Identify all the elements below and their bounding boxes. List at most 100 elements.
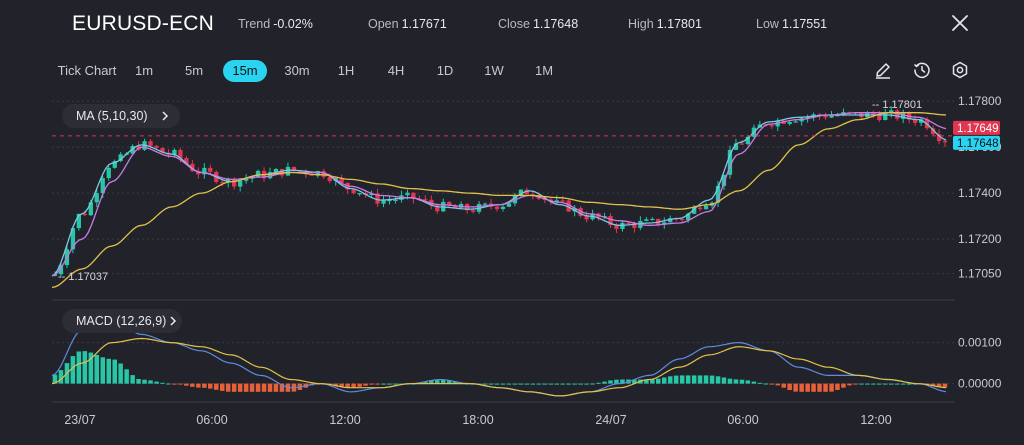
timeframe-30m[interactable]: 30m [284, 63, 310, 78]
macd-histogram-bar [793, 383, 798, 392]
candle [261, 170, 267, 179]
macd-histogram-bar [118, 363, 123, 384]
candle [393, 199, 398, 201]
pencil-icon[interactable] [873, 60, 893, 80]
candle [494, 206, 500, 210]
macd-histogram-bar [106, 358, 111, 384]
macd-histogram-bar [494, 383, 500, 385]
candle [942, 140, 948, 143]
candle [554, 200, 559, 202]
macd-indicator-pill[interactable]: MACD (12,26,9) [62, 309, 182, 333]
macd-histogram-bar [76, 351, 82, 384]
macd-histogram-bar [464, 383, 470, 385]
candle [781, 120, 786, 124]
macd-histogram-bar [363, 383, 368, 386]
macd-histogram-bar [530, 383, 536, 385]
candle [596, 213, 601, 218]
macd-histogram-bar [883, 383, 888, 385]
candle [124, 153, 129, 155]
macd-histogram-bar [936, 383, 942, 387]
macd-histogram-bar [279, 383, 285, 392]
macd-histogram-bar [781, 383, 786, 388]
y-tick-label: 1.17600 [958, 140, 1002, 154]
tick-chart-button[interactable]: Tick Chart [57, 63, 117, 78]
macd-histogram-bar [470, 383, 476, 385]
timeframe-1H[interactable]: 1H [337, 63, 355, 78]
timeframe-1m[interactable]: 1m [134, 63, 154, 78]
macd-histogram-bar [900, 383, 906, 385]
candle [835, 115, 840, 117]
close-icon[interactable] [950, 13, 970, 33]
candle [650, 218, 655, 221]
candle [405, 192, 410, 196]
candle [411, 192, 416, 199]
candle [208, 167, 213, 172]
macd-histogram-bar [333, 383, 338, 386]
candle [70, 228, 76, 250]
timeframe-1W[interactable]: 1W [484, 63, 504, 78]
timeframe-5m[interactable]: 5m [184, 63, 204, 78]
ref-price-tag [953, 120, 1000, 135]
candle [279, 169, 285, 176]
candle [64, 249, 70, 266]
macd-histogram-bar [297, 383, 303, 390]
macd-histogram-bar [208, 383, 213, 389]
macd-histogram-bar [405, 383, 410, 385]
candle [106, 167, 111, 179]
macd-histogram-bar [518, 383, 524, 385]
macd-histogram-bar [88, 352, 94, 384]
candle [548, 199, 553, 202]
candle [865, 112, 870, 118]
candle [930, 128, 936, 135]
candle [709, 202, 715, 206]
timeframe-1D[interactable]: 1D [436, 63, 454, 78]
macd-histogram-bar [584, 383, 589, 385]
history-icon[interactable] [912, 60, 932, 80]
candle [859, 112, 864, 118]
candle [202, 167, 207, 175]
macd-histogram-bar [620, 379, 625, 384]
macd-histogram-bar [596, 382, 601, 384]
macd-histogram-bar [632, 379, 637, 384]
candle [471, 210, 476, 212]
candle [668, 218, 673, 223]
macd-histogram-bar [889, 383, 894, 385]
candle [823, 115, 828, 118]
candle [877, 115, 882, 120]
candle [142, 141, 147, 150]
candle [680, 219, 685, 221]
macd-histogram-bar [673, 375, 679, 384]
macd-histogram-bar [554, 383, 559, 385]
candle [769, 125, 774, 127]
ma-indicator-pill[interactable]: MA (5,10,30) [62, 104, 180, 128]
timeframe-4H[interactable]: 4H [387, 63, 405, 78]
candle [703, 205, 709, 210]
chevron-right-icon [170, 316, 177, 326]
macd-histogram-bar [452, 381, 458, 384]
macd-histogram-bar [572, 383, 577, 385]
macd-histogram-bar [214, 383, 219, 390]
timeframe-15m[interactable]: 15m [223, 60, 267, 82]
macd-histogram-bar [751, 381, 757, 384]
macd-histogram-bar [369, 383, 374, 385]
candle [250, 176, 255, 179]
candle [488, 203, 494, 207]
candle [357, 193, 362, 195]
candle [315, 171, 320, 176]
candle [530, 194, 535, 196]
macd-histogram-bar [291, 383, 297, 392]
candle [500, 206, 506, 209]
macd-histogram-bar [703, 375, 709, 384]
candle [327, 177, 332, 182]
macd-histogram-bar [578, 383, 583, 385]
candle [244, 178, 249, 181]
macd-histogram-bar [638, 379, 643, 384]
candle [626, 222, 631, 224]
settings-icon[interactable] [950, 60, 970, 80]
candle [841, 112, 846, 115]
candle [901, 113, 906, 119]
macd-histogram-bar [303, 383, 309, 388]
timeframe-1M[interactable]: 1M [534, 63, 554, 78]
macd-histogram-bar [871, 383, 876, 385]
candle [924, 119, 930, 129]
